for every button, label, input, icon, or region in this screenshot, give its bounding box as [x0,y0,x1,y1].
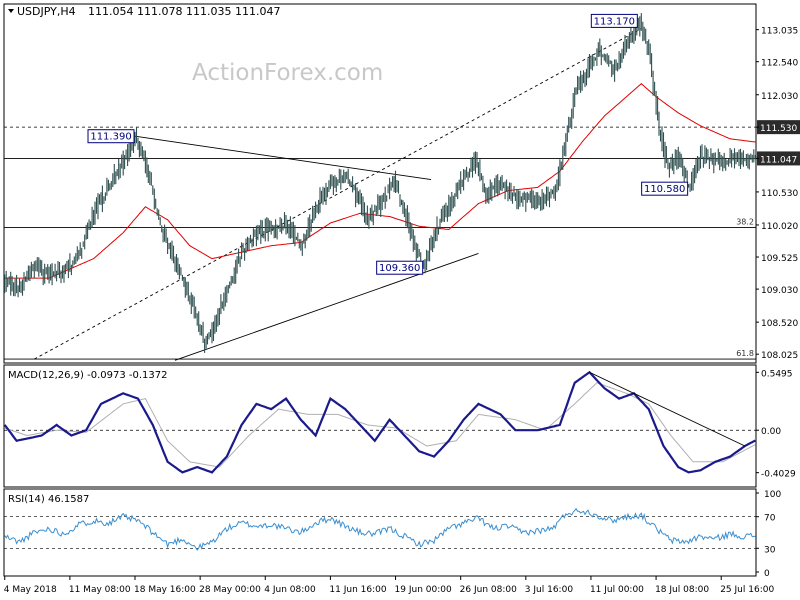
fib-level-label: 61.8 [736,349,754,358]
x-tick-label: 3 Jul 16:00 [525,585,574,595]
price-callout-label: 113.170 [594,16,635,27]
price-tick-label: 109.525 [761,254,798,264]
rsi-line [4,507,756,551]
rsi-tick-label: 100 [764,490,781,500]
rsi-tick-label: 0 [764,569,770,579]
macd-tick-label: 0.5495 [761,369,793,379]
price-tick-label: 112.540 [761,59,798,69]
macd-line [3,370,756,474]
macd-panel [3,364,757,488]
x-tick-label: 28 May 00:00 [199,585,261,595]
rsi-panel [3,488,757,577]
level-label-box [757,120,800,135]
price-callout-label: 110.580 [644,184,685,195]
macd-trendline [589,371,746,447]
x-tick-label: 4 May 2018 [4,585,57,595]
ohlc-values: 111.054 111.078 111.035 111.047 [88,5,280,18]
price-callout-box [376,260,424,275]
x-tick-label: 18 Jul 08:00 [655,585,709,595]
x-tick-label: 26 Jun 08:00 [460,585,517,595]
x-tick-label: 11 Jun 16:00 [329,585,386,595]
level-label: 111.047 [760,155,797,165]
rsi-tick-label: 30 [764,545,776,555]
x-tick-label: 4 Jun 08:00 [264,585,316,595]
x-tick-label: 25 Jul 16:00 [720,585,774,595]
fib-level-label: 38.2 [736,218,754,227]
x-tick-label: 18 May 16:00 [134,585,196,595]
macd-tick-label: -0.4029 [761,470,796,480]
x-tick-label: 11 May 08:00 [69,585,131,595]
price-callout-label: 109.360 [379,263,420,274]
macd-title: MACD(12,26,9) -0.0973 -0.1372 [8,370,168,381]
trendline [174,253,479,361]
price-tick-label: 110.020 [761,222,798,232]
price-panel [3,3,757,364]
x-tick-label: 11 Jul 00:00 [590,585,644,595]
price-tick-label: 108.025 [761,351,798,361]
price-tick-label: 112.030 [761,92,798,102]
price-tick-label: 110.530 [761,189,798,199]
x-tick-label: 19 Jun 00:00 [395,585,452,595]
chart-header: USDJPY,H4 111.054 111.078 111.035 111.04… [8,5,280,18]
trendline [34,28,642,360]
price-tick-label: 108.520 [761,319,798,329]
level-label: 111.530 [760,124,797,134]
rsi-tick-label: 70 [764,514,776,524]
dropdown-icon[interactable] [8,9,14,13]
symbol-label: USDJPY,H4 [17,5,76,18]
trendline [134,135,432,181]
price-callout-box [641,181,689,196]
rsi-title: RSI(14) 46.1587 [8,494,89,505]
level-label-box [757,151,800,166]
moving-average-line [4,83,756,279]
price-callout-box [87,129,135,144]
macd-tick-label: 0.00 [761,427,781,437]
watermark: ActionForex.com [192,60,383,86]
price-tick-label: 113.035 [761,27,798,37]
price-tick-label: 109.030 [761,286,798,296]
price-callout-label: 111.390 [90,132,131,143]
price-callout-box [590,13,638,28]
